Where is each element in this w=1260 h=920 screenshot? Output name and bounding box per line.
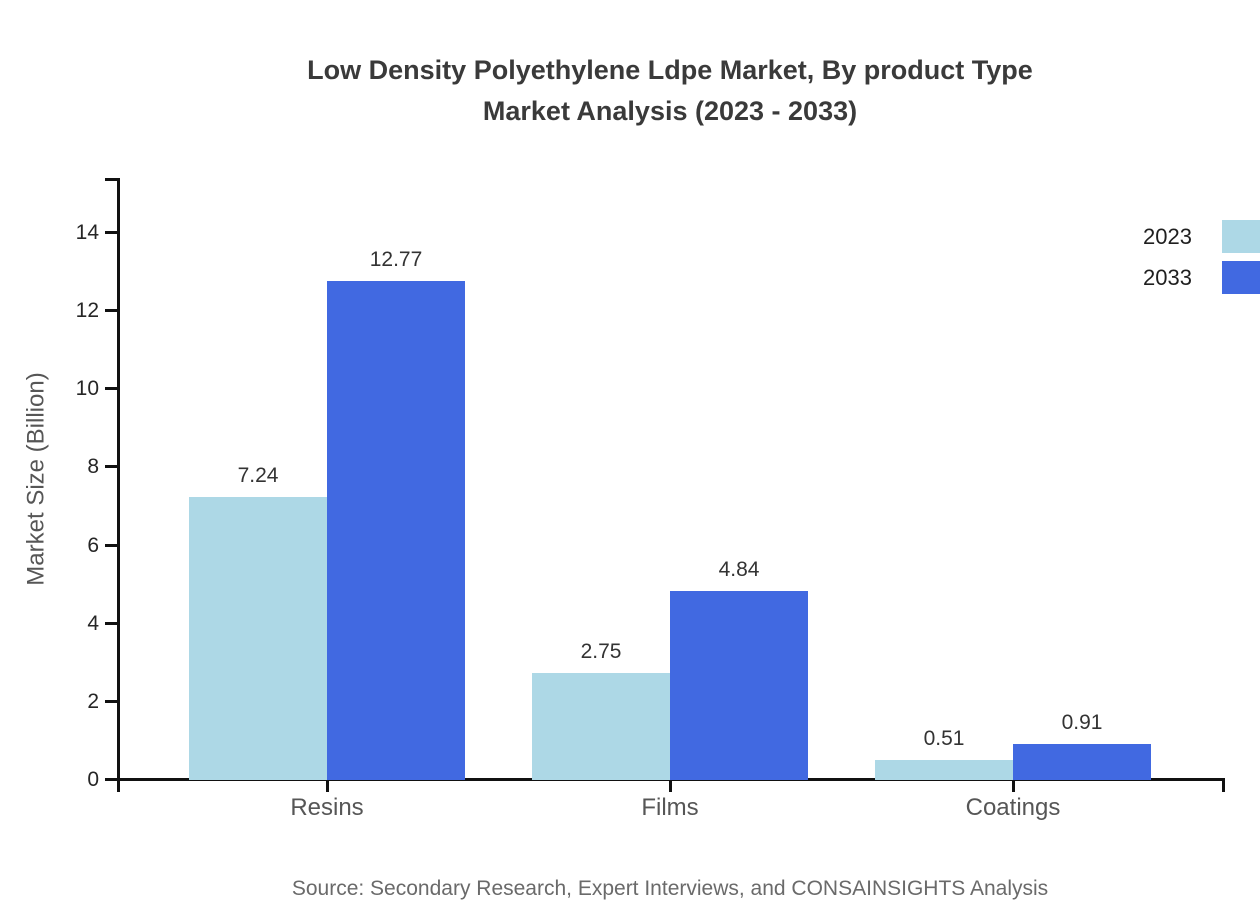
legend-item-2023[interactable]: 2023 bbox=[1143, 220, 1260, 253]
value-label-2023-films: 2.75 bbox=[580, 640, 622, 663]
y-axis-top-cap bbox=[105, 178, 117, 181]
x-axis-tick bbox=[669, 780, 672, 792]
value-label-2033-coatings: 0.91 bbox=[1061, 711, 1103, 734]
bar-2033-films[interactable] bbox=[670, 591, 808, 780]
category-label-coatings: Coatings bbox=[965, 794, 1061, 821]
y-axis-tick-label: 8 bbox=[87, 455, 99, 478]
category-label-resins: Resins bbox=[290, 794, 364, 821]
x-axis-tick bbox=[1012, 780, 1015, 792]
y-axis-tick bbox=[105, 700, 117, 703]
y-axis-tick bbox=[105, 465, 117, 468]
chart-title: Low Density Polyethylene Ldpe Market, By… bbox=[120, 50, 1220, 132]
y-axis-spine bbox=[117, 178, 120, 792]
value-label-2033-resins: 12.77 bbox=[369, 248, 423, 271]
x-axis-tick bbox=[326, 780, 329, 792]
bar-2033-coatings[interactable] bbox=[1013, 744, 1151, 780]
y-axis-tick bbox=[105, 231, 117, 234]
y-axis-tick bbox=[105, 309, 117, 312]
legend: 2023 2033 bbox=[1143, 220, 1260, 294]
y-axis-tick bbox=[105, 622, 117, 625]
y-axis-tick bbox=[105, 387, 117, 390]
bar-2023-coatings[interactable] bbox=[875, 760, 1013, 780]
chart-title-line1: Low Density Polyethylene Ldpe Market, By… bbox=[307, 55, 1033, 85]
value-label-2023-resins: 7.24 bbox=[237, 464, 279, 487]
value-label-2023-coatings: 0.51 bbox=[923, 727, 965, 750]
y-axis-tick-label: 0 bbox=[87, 768, 99, 791]
bar-2023-resins[interactable] bbox=[189, 497, 327, 780]
legend-swatch-2033 bbox=[1222, 261, 1260, 294]
y-axis-tick bbox=[105, 544, 117, 547]
value-label-2033-films: 4.84 bbox=[718, 558, 760, 581]
bar-2023-films[interactable] bbox=[532, 673, 670, 780]
bar-2033-resins[interactable] bbox=[327, 281, 465, 780]
source-note: Source: Secondary Research, Expert Inter… bbox=[291, 877, 1049, 900]
y-axis-tick-label: 6 bbox=[87, 534, 99, 557]
y-axis-tick bbox=[105, 778, 117, 781]
y-axis-tick-label: 12 bbox=[75, 299, 99, 322]
legend-swatch-2023 bbox=[1222, 220, 1260, 253]
legend-item-2033[interactable]: 2033 bbox=[1143, 261, 1260, 294]
chart-title-line2: Market Analysis (2023 - 2033) bbox=[482, 96, 858, 126]
legend-label-2033: 2033 bbox=[1143, 264, 1192, 290]
legend-label-2023: 2023 bbox=[1143, 223, 1192, 249]
y-axis-tick-label: 14 bbox=[75, 221, 99, 244]
category-label-films: Films bbox=[641, 794, 699, 821]
y-axis-tick-label: 4 bbox=[87, 612, 99, 635]
y-axis-tick-label: 10 bbox=[75, 377, 99, 400]
x-axis-end-cap bbox=[1222, 780, 1225, 792]
y-axis-tick-label: 2 bbox=[87, 690, 99, 713]
